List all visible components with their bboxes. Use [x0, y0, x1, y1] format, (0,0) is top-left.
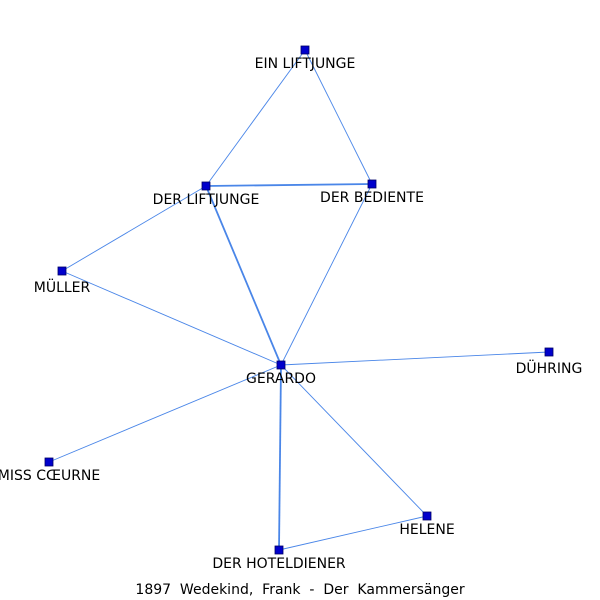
edge-der-liftjunge-gerardo [205, 185, 282, 366]
edge-der-liftjunge-der-bediente [205, 183, 373, 187]
node-label-mueller: MÜLLER [34, 278, 91, 296]
node-label-duehring: DÜHRING [516, 359, 583, 377]
edge-gerardo-helene [280, 364, 428, 517]
node-helene [422, 511, 432, 521]
node-label-helene: HELENE [399, 522, 454, 538]
node-gerardo [276, 360, 286, 370]
labels-layer: EIN LIFTJUNGE DER LIFTJUNGE DER BEDIENTE MÜ… [0, 56, 582, 572]
node-label-gerardo: GERARDO [246, 371, 316, 387]
edge-der-bediente-gerardo [280, 183, 373, 366]
node-label-ein-liftjunge: EIN LIFTJUNGE [255, 56, 356, 72]
node-ein-liftjunge [300, 45, 310, 55]
node-der-bediente [367, 179, 377, 189]
node-label-der-liftjunge: DER LIFTJUNGE [153, 192, 260, 208]
edge-gerardo-der-hoteldiener [278, 364, 282, 551]
nodes-layer [44, 45, 554, 555]
node-label-der-bediente: DER BEDIENTE [320, 190, 424, 206]
edge-mueller-gerardo [61, 270, 282, 366]
edge-ein-liftjunge-der-liftjunge [205, 49, 306, 187]
node-duehring [544, 347, 554, 357]
node-mueller [57, 266, 67, 276]
edges-layer [48, 49, 550, 551]
edge-helene-der-hoteldiener [278, 515, 428, 551]
edge-gerardo-duehring [280, 351, 550, 366]
edge-der-liftjunge-mueller [61, 185, 207, 272]
node-der-hoteldiener [274, 545, 284, 555]
node-miss-coeurne [44, 457, 54, 467]
diagram-caption: 1897 Wedekind, Frank - Der Kammersänger [135, 582, 465, 598]
node-label-der-hoteldiener: DER HOTELDIENER [212, 556, 346, 572]
node-der-liftjunge [201, 181, 211, 191]
edge-gerardo-miss-coeurne [48, 364, 282, 463]
node-label-miss-coeurne: MISS CŒURNE [0, 468, 100, 484]
edge-ein-liftjunge-der-bediente [304, 49, 373, 185]
